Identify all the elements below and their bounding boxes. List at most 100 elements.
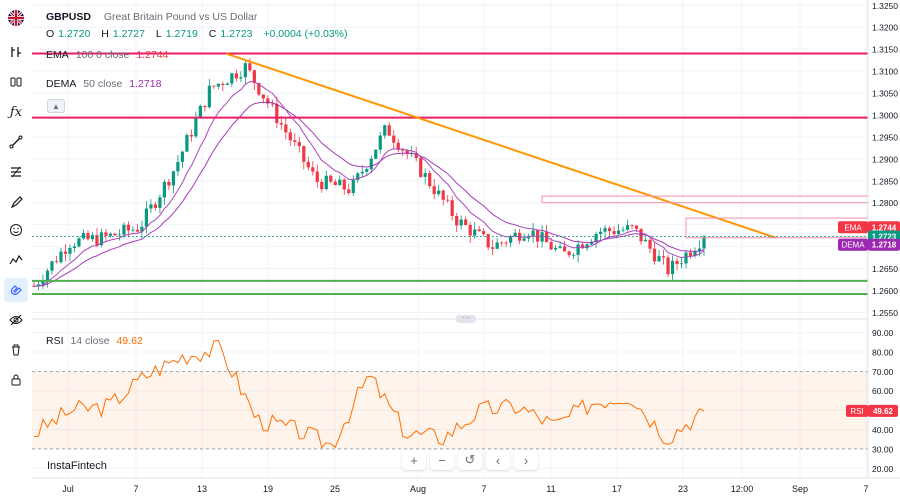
ema-params: 100 0 close — [75, 49, 130, 61]
candle-body — [428, 173, 432, 187]
trendline[interactable] — [225, 52, 777, 239]
candle-body — [603, 228, 607, 232]
time-tick-label: 25 — [330, 484, 340, 494]
svg-text:1.2723: 1.2723 — [872, 233, 897, 242]
candle-body — [392, 135, 396, 143]
zoom-out-button[interactable]: − — [430, 450, 454, 470]
candle-body — [455, 215, 459, 226]
candle-body — [180, 151, 184, 162]
candle-body — [513, 232, 517, 237]
price-tick-label: 1.2550 — [872, 308, 898, 318]
price-badge: EMA 1.2744 — [838, 221, 900, 234]
price-tick-label: 1.2950 — [872, 132, 898, 142]
candle-body — [607, 228, 612, 232]
collapse-legend-button[interactable]: ▲ — [47, 99, 65, 113]
candle-body — [185, 135, 189, 152]
fib-icon[interactable] — [4, 160, 28, 184]
candle-body — [176, 161, 180, 172]
rsi-legend[interactable]: RSI 14 close 49.62 — [46, 335, 147, 347]
candle-body — [104, 232, 108, 236]
chart-type-icon[interactable] — [4, 40, 28, 64]
candle-body — [311, 167, 315, 172]
candle-body — [149, 204, 153, 209]
fx-icon[interactable]: ƒx — [9, 104, 23, 120]
candle-body — [140, 226, 144, 232]
candle-body — [423, 173, 427, 177]
rsi-tick-label: 40.00 — [872, 425, 894, 435]
candle-body — [536, 230, 540, 242]
time-tick-label: 11 — [546, 484, 555, 494]
candle-body — [571, 254, 576, 256]
candle-body — [648, 239, 652, 249]
uk-flag-icon[interactable] — [8, 10, 24, 26]
candle-body — [554, 247, 558, 250]
symbol-ticker[interactable]: GBPUSD — [46, 11, 91, 23]
candle-body — [500, 242, 504, 244]
price-tick-label: 1.3000 — [872, 110, 898, 120]
candle-body — [36, 284, 41, 287]
zoom-in-button[interactable]: + — [402, 450, 426, 470]
candle-body — [491, 247, 495, 249]
candle-body — [522, 238, 526, 241]
candle-body — [639, 228, 643, 242]
candle-body — [576, 244, 580, 255]
price-badge: DEMA 1.2718 — [838, 238, 900, 251]
candle-body — [697, 248, 702, 252]
symbol-description: Great Britain Pound vs US Dollar — [103, 11, 258, 23]
time-axis[interactable]: Jul 7 13 19 25 Aug 7 11 17 23 12:00 Sep 7 — [62, 484, 868, 494]
candle-body — [63, 251, 68, 254]
reset-button[interactable]: ↺ — [458, 450, 482, 470]
time-tick-label: 12:00 — [731, 484, 754, 494]
dema-legend[interactable]: DEMA 50 close 1.2718 — [46, 78, 165, 90]
candle-body — [288, 132, 292, 141]
eye-off-icon[interactable] — [4, 308, 28, 332]
candle-body — [225, 83, 229, 85]
candle-body — [634, 225, 639, 229]
candle-body — [625, 225, 630, 230]
pattern-icon[interactable] — [4, 248, 28, 272]
candle-body — [437, 190, 441, 195]
candle-body — [477, 229, 481, 232]
candle-body — [509, 236, 513, 243]
candle-body — [194, 118, 198, 137]
candle-body — [464, 219, 468, 225]
candle-body — [126, 224, 131, 231]
dema-name: DEMA — [46, 78, 77, 90]
trash-icon[interactable] — [4, 338, 28, 362]
rsi-tick-label: 60.00 — [872, 386, 894, 396]
rsi-badge: RSI 49.62 — [846, 404, 898, 417]
candle-body — [248, 63, 252, 71]
rsi-params: 14 close — [70, 335, 110, 347]
ohlc-l-label: L — [155, 28, 162, 40]
smile-icon[interactable] — [4, 218, 28, 242]
time-tick-label: Aug — [410, 484, 426, 494]
candles-icon[interactable] — [4, 70, 28, 94]
price-axis[interactable]: 1.3250 1.3200 1.3150 1.3100 1.3050 1.3000 1.29… — [872, 1, 898, 318]
scroll-left-button[interactable]: ‹ — [486, 450, 510, 470]
candle-body — [630, 225, 634, 226]
scroll-right-button[interactable]: › — [514, 450, 538, 470]
candle-body — [203, 105, 207, 108]
brand-logo: InstaFintech — [47, 460, 107, 472]
candle-body — [95, 235, 99, 246]
price-tick-label: 1.2800 — [872, 198, 898, 208]
candle-body — [32, 286, 36, 287]
time-tick-label: 23 — [678, 484, 688, 494]
candle-body — [329, 175, 333, 182]
lock-icon[interactable] — [4, 368, 28, 392]
candle-body — [486, 234, 490, 248]
pane-resize-handle[interactable]: ··· — [456, 314, 476, 323]
ohlc-h-label: H — [101, 28, 109, 40]
rsi-tick-label: 30.00 — [872, 444, 894, 454]
rsi-tick-label: 80.00 — [872, 347, 894, 357]
candle-body — [693, 251, 697, 256]
candle-body — [450, 200, 454, 216]
ema-legend[interactable]: EMA 100 0 close 1.2744 — [46, 49, 172, 61]
trend-line-icon[interactable] — [4, 130, 28, 154]
price-chart[interactable]: 1.3250 1.3200 1.3150 1.3100 1.3050 1.3000 1.29… — [32, 0, 900, 496]
magnet-icon[interactable] — [4, 278, 28, 302]
ohlc-l-value: 1.2719 — [165, 28, 198, 40]
candle-body — [279, 123, 283, 125]
candle-body — [585, 244, 589, 249]
brush-icon[interactable] — [4, 190, 28, 214]
